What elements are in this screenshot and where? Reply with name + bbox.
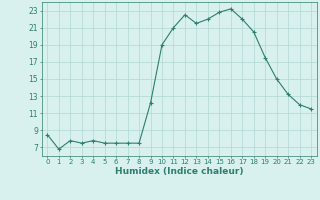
X-axis label: Humidex (Indice chaleur): Humidex (Indice chaleur) (115, 167, 244, 176)
